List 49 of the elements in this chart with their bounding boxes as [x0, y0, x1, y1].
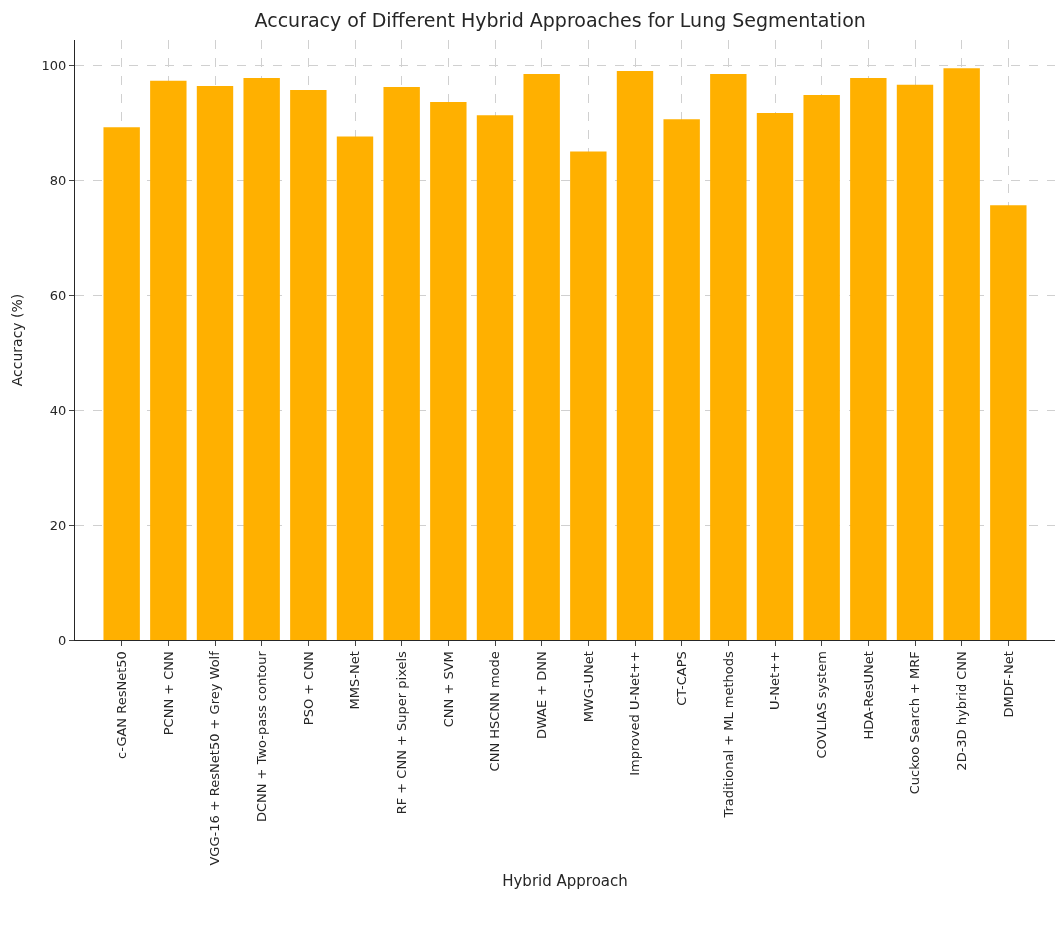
bar [756, 112, 794, 640]
x-tick-label: c-GAN ResNet50 [113, 651, 129, 759]
x-tick-label: Improved U-Net++ [627, 651, 643, 776]
x-tick-label: Cuckoo Search + MRF [907, 651, 923, 795]
bar [150, 80, 187, 640]
y-tick-label: 100 [41, 58, 67, 74]
bar [290, 89, 327, 640]
bar [430, 102, 467, 640]
bar [196, 85, 234, 640]
x-axis-title: Hybrid Approach [502, 871, 628, 890]
bar [803, 95, 840, 640]
bar [476, 115, 514, 640]
x-tick-label: CT-CAPS [673, 651, 689, 706]
x-tick-label: DWAE + DNN [533, 651, 549, 740]
bar [663, 119, 700, 640]
x-tick-label: PSO + CNN [300, 651, 316, 726]
x-tick-label: DCNN + Two-pass contour [253, 650, 269, 823]
bar [570, 151, 607, 640]
x-tick-label: CNN HSCNN mode [487, 651, 503, 772]
x-tick-label: HDA-ResUNet [860, 651, 876, 740]
x-tick-label: U-Net++ [767, 651, 783, 711]
bar [523, 73, 560, 640]
bar [243, 77, 280, 640]
y-tick-label: 60 [49, 288, 67, 304]
y-tick-label: 40 [49, 402, 67, 418]
x-tick-label: MWG-UNet [580, 651, 596, 723]
bar [336, 136, 374, 640]
bar [616, 71, 654, 640]
x-tick-label: VGG-16 + ResNet50 + Grey Wolf [207, 650, 223, 866]
y-tick-label: 0 [58, 632, 67, 648]
x-tick-label: PCNN + CNN [160, 651, 176, 736]
y-axis-title: Accuracy (%) [9, 293, 26, 387]
chart-title: Accuracy of Different Hybrid Approaches for Lung Segmentation [254, 9, 866, 32]
x-tick-label: 2D-3D hybrid CNN [953, 651, 969, 771]
bar [943, 68, 980, 640]
x-tick-label: RF + CNN + Super pixels [393, 650, 409, 815]
bar [710, 73, 747, 640]
x-tick-label: CNN + SVM [440, 651, 456, 728]
x-tick-label: MMS-Net [347, 651, 363, 710]
y-tick-label: 80 [49, 173, 67, 189]
y-tick-label: 20 [49, 517, 67, 533]
bar [990, 205, 1027, 640]
x-tick-label: Traditional + ML methods [720, 650, 736, 819]
bar [383, 87, 420, 640]
bar [896, 84, 934, 640]
x-tick-label: DMDF-Net [1000, 651, 1016, 718]
bar [850, 77, 887, 640]
x-tick-label: COVLIAS system [813, 651, 829, 759]
bar [103, 127, 140, 640]
